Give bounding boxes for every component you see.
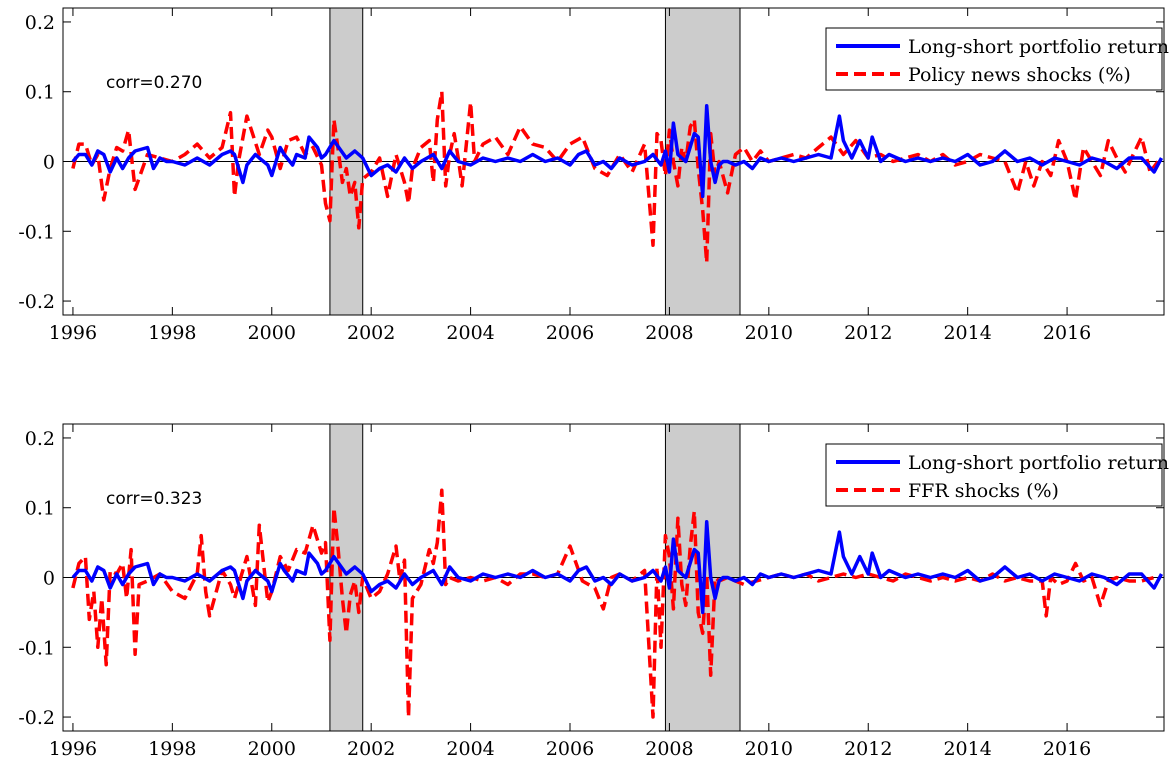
legend-label: Long-short portfolio return [908, 452, 1169, 474]
x-tick-label: 2014 [943, 322, 991, 344]
chart-panel-2: 1996 1998 2000 2002 2004 2006 2008 2010 2012 2014… [18, 423, 1169, 760]
x-tick-label: 1998 [148, 322, 196, 344]
legend-box [825, 443, 1163, 507]
x-tick-label: 2006 [546, 322, 594, 344]
x-tick-label: 2000 [248, 738, 296, 760]
x-tick-label: 2000 [248, 322, 296, 344]
y-tick-label: -0.1 [18, 637, 55, 659]
corr-annotation: corr=0.323 [106, 489, 202, 509]
x-tick-label: 2008 [645, 322, 693, 344]
x-tick-label: 2014 [943, 738, 991, 760]
x-tick-label: 2006 [546, 738, 594, 760]
x-tick-label: 2016 [1043, 738, 1091, 760]
corr-annotation: corr=0.270 [106, 73, 202, 93]
series-line-shocks [71, 488, 1155, 719]
y-tick-label: -0.2 [18, 291, 55, 313]
y-tick-label: 0 [43, 152, 55, 174]
x-tick-label: 2008 [645, 738, 693, 760]
x-tick-label: 2010 [745, 738, 793, 760]
y-tick-label: 0 [43, 568, 55, 590]
x-tick-label: 2012 [844, 738, 892, 760]
x-tick-label: 1996 [49, 738, 97, 760]
x-tick-label: 1996 [49, 322, 97, 344]
x-tick-label: 2012 [844, 322, 892, 344]
x-tick-label: 2016 [1043, 322, 1091, 344]
x-tick-label: 2004 [446, 738, 494, 760]
y-tick-label: 0.1 [25, 498, 55, 520]
series-line-shocks [71, 89, 1160, 265]
legend-label: Long-short portfolio return [908, 36, 1169, 58]
chart-panel-1: 1996 1998 2000 2002 2004 2006 2008 2010 2012 2014… [18, 7, 1169, 344]
y-tick-label: 0.2 [25, 428, 55, 450]
legend-label: FFR shocks (%) [908, 480, 1059, 502]
y-tick-label: -0.2 [18, 707, 55, 729]
y-tick-label: 0.2 [25, 12, 55, 34]
series-line-portfolio-return [71, 103, 1164, 199]
x-tick-label: 2002 [347, 322, 395, 344]
series-line-portfolio-return [71, 519, 1164, 615]
x-tick-label: 2004 [446, 322, 494, 344]
x-tick-label: 1998 [148, 738, 196, 760]
y-tick-label: -0.1 [18, 221, 55, 243]
x-tick-label: 2010 [745, 322, 793, 344]
x-tick-label: 2002 [347, 738, 395, 760]
legend-label: Policy news shocks (%) [908, 64, 1131, 86]
y-tick-label: 0.1 [25, 82, 55, 104]
legend-box [825, 27, 1163, 91]
